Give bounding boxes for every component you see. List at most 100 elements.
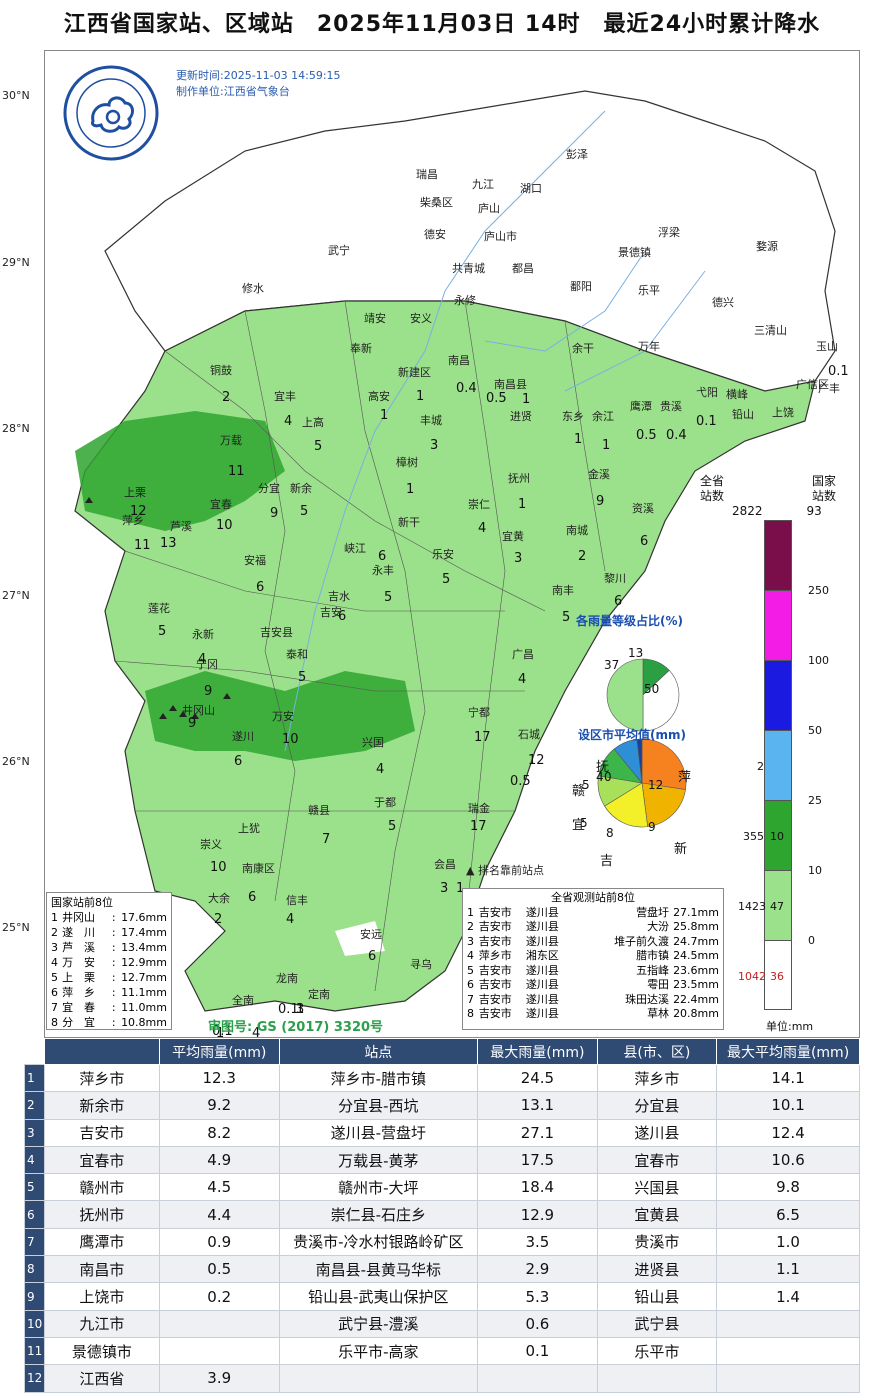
table-cell-county: 分宜县 xyxy=(596,1091,718,1120)
city-label: 吉水 xyxy=(328,590,350,603)
rainfall-value: 5 xyxy=(158,624,167,639)
city-label: 井冈山 xyxy=(182,704,215,717)
rainfall-stats-table: 平均雨量(mm) 站点 最大雨量(mm) 县(市、区) 最大平均雨量(mm) 1… xyxy=(24,1038,860,1393)
rainfall-value: 0.5 xyxy=(510,774,531,789)
rainfall-value: 6 xyxy=(256,580,265,595)
city-label: 奉新 xyxy=(350,342,372,355)
pie2-slice-label: 4 xyxy=(596,770,604,784)
rainfall-value: 4 xyxy=(478,521,487,536)
table-cell-rank: 12 xyxy=(24,1364,45,1393)
table-header-max: 最大雨量(mm) xyxy=(477,1038,598,1065)
table-cell-county-avg: 10.1 xyxy=(716,1091,860,1120)
city-label: 上犹 xyxy=(238,822,260,835)
table-cell-avg xyxy=(158,1336,280,1366)
pie1-slice-label: 37 xyxy=(604,658,620,672)
rainfall-value: 6 xyxy=(640,534,649,549)
table-cell-rank: 9 xyxy=(24,1282,45,1311)
rainfall-value: 1 xyxy=(216,1026,225,1041)
city-label: 彭泽 xyxy=(566,148,588,161)
table-header-avg: 平均雨量(mm) xyxy=(158,1038,280,1065)
table-cell-county: 贵溪市 xyxy=(596,1227,718,1257)
rainfall-value: 0.1 xyxy=(828,364,849,379)
province-top-row: 1 吉安市 遂川县 营盘圩 27.1mm xyxy=(467,905,719,919)
city-label: 修水 xyxy=(242,282,264,295)
city-label: 德安 xyxy=(424,228,446,241)
rainfall-value: 5 xyxy=(314,439,323,454)
city-label: 分宜 xyxy=(258,482,280,495)
city-label: 高安 xyxy=(368,390,390,403)
city-label: 大余 xyxy=(208,892,230,905)
city-label: 南城 xyxy=(566,524,588,537)
city-label: 龙南 xyxy=(276,972,298,985)
city-label: 南昌县 xyxy=(494,378,527,391)
rivers xyxy=(284,110,706,752)
city-label: 铅山 xyxy=(732,408,754,421)
rainfall-value: 5 xyxy=(298,670,307,685)
table-header-city xyxy=(43,1038,160,1065)
table-cell-county-avg xyxy=(716,1309,860,1338)
table-cell-city: 上饶市 xyxy=(43,1282,160,1311)
city-label: 浮梁 xyxy=(658,226,680,239)
legend-threshold: 25 xyxy=(808,794,822,807)
table-cell-max xyxy=(477,1364,598,1393)
legend-threshold: 10 xyxy=(808,864,822,877)
rainfall-value: 0.4 xyxy=(666,428,687,443)
city-label: 黎川 xyxy=(604,572,626,585)
lat-label-30: 30°N xyxy=(2,89,30,102)
rainfall-value: 9 xyxy=(596,494,605,509)
rainfall-value: 4 xyxy=(252,1026,261,1041)
city-average-pie-title: 设区市平均值(mm) xyxy=(578,728,686,742)
table-cell-rank: 8 xyxy=(24,1255,45,1284)
map-title: 江西省国家站、区域站 2025年11月03日 14时 最近24小时累计降水 xyxy=(63,12,821,37)
rainfall-value: 2 xyxy=(222,390,231,405)
city-label: 上饶 xyxy=(772,406,794,419)
legend-segment xyxy=(764,590,792,660)
table-row: 4 宜春市 4.9 万载县-黄茅 17.5 宜春市 10.6 xyxy=(24,1145,860,1175)
table-cell-city: 新余市 xyxy=(43,1091,160,1120)
pie2-city-label: 新 xyxy=(674,842,688,857)
city-label: 新干 xyxy=(398,516,420,529)
pie2-slice-label: 5 xyxy=(580,816,588,830)
legend-segment xyxy=(764,520,792,590)
city-label: 靖安 xyxy=(364,312,386,325)
table-cell-avg: 0.5 xyxy=(158,1255,280,1284)
rainfall-value: 1 xyxy=(522,392,531,407)
rainfall-value: 0.1 xyxy=(278,1002,299,1017)
city-label: 婺源 xyxy=(756,240,778,253)
rainfall-value: 12 xyxy=(528,753,545,768)
table-cell-rank: 6 xyxy=(24,1200,45,1229)
warning-note: ▲ 排名靠前站点 xyxy=(466,864,544,877)
city-label: 信丰 xyxy=(286,894,308,907)
rainfall-value: 10 xyxy=(210,860,227,875)
table-cell-avg: 8.2 xyxy=(158,1118,280,1147)
pie-slice xyxy=(641,782,686,827)
rainfall-value: 5 xyxy=(442,572,451,587)
table-cell-avg: 4.5 xyxy=(158,1173,280,1202)
city-label: 武宁 xyxy=(328,244,350,257)
city-label: 南丰 xyxy=(552,584,574,597)
update-time: 更新时间:2025-11-03 14:59:15 xyxy=(176,69,341,82)
rainfall-value: 13 xyxy=(160,536,177,551)
city-label: 全南 xyxy=(232,994,254,1007)
rainfall-value: 9 xyxy=(204,684,213,699)
table-cell-station: 分宜县-西坑 xyxy=(278,1091,479,1120)
rainfall-value: 0.5 xyxy=(636,428,657,443)
table-header-rank xyxy=(24,1038,45,1065)
rainfall-value: 4 xyxy=(518,672,527,687)
pie2-slice-label: 9 xyxy=(648,820,656,834)
city-label: 瑞昌 xyxy=(416,168,438,181)
rainfall-value: 7 xyxy=(322,832,331,847)
table-cell-county: 武宁县 xyxy=(596,1309,718,1338)
warning-triangle-icon xyxy=(179,711,187,717)
national-top8-title: 国家站前8位 xyxy=(51,896,113,909)
legend-head-national: 国家 站数 xyxy=(812,474,837,503)
rain-level-pie-title: 各雨量等级占比(%) xyxy=(576,614,683,628)
rainfall-value: 6 xyxy=(614,594,623,609)
rainfall-value: 6 xyxy=(338,609,347,624)
legend-head: 全省 站数 国家 站数 2822 93 xyxy=(700,474,836,519)
city-label: 芦溪 xyxy=(170,520,192,533)
city-label: 吉安 xyxy=(320,606,342,619)
table-cell-max: 17.5 xyxy=(477,1145,598,1175)
